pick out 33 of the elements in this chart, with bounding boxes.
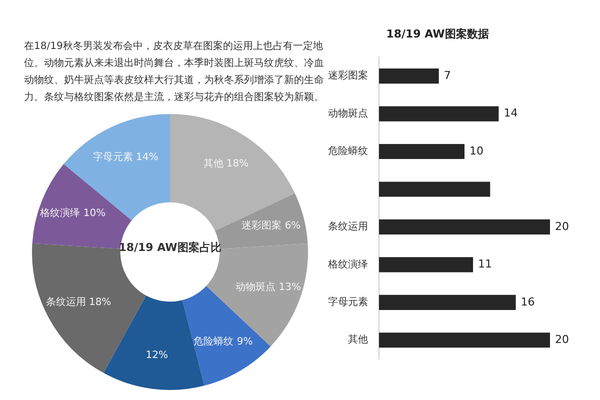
- data-label: 7: [444, 68, 451, 82]
- slice-label: 迷彩图案 6%: [242, 220, 301, 232]
- slice-label: 条纹运用 18%: [46, 296, 112, 308]
- bar: [379, 106, 499, 122]
- bar: [379, 332, 550, 348]
- slice-label: 动物斑点 13%: [236, 280, 301, 293]
- data-label: 10: [470, 144, 484, 158]
- data-label: 12%: [146, 350, 168, 362]
- slice-label: 格纹演绎 10%: [39, 207, 106, 220]
- slice-label: 字母元素 14%: [92, 151, 158, 164]
- bar: [379, 294, 516, 310]
- bar: [379, 257, 474, 272]
- text: 在18/19秋冬男装发布会中，皮衣皮草在图案的运用上也占有一定地位。动物元素从来未退出时尚舞台，本季时装图上斑马纹虎纹、冷血动物纹、奶牛斑点等表皮纹样大行其道，为秋冬系列增添了新的生命力。条纹与格纹图案依然是主流，迷彩与花卉的组合图案较为新颖。: [24, 40, 324, 105]
- slice-label: 危险蟒纹 9%: [194, 335, 253, 348]
- data-label: 14: [504, 106, 518, 120]
- data-label: 11: [478, 258, 492, 271]
- y-tick-label: 危险蟒纹: [328, 145, 368, 158]
- bar: [379, 68, 439, 84]
- y-tick-label: 条纹运用: [328, 220, 368, 233]
- bar: [379, 144, 464, 160]
- slice-label: 其他 18%: [203, 157, 249, 170]
- data-label: 20: [555, 220, 569, 233]
- bar: [379, 219, 550, 235]
- bar: [379, 182, 490, 197]
- y-tick-label: 格纹演绎: [327, 258, 368, 270]
- y-tick-label: 动物斑点: [328, 107, 368, 120]
- y-tick-label: 字母元素: [328, 296, 368, 308]
- y-tick-label: 迷彩图案: [328, 70, 368, 82]
- chart-title: 18/19 AW图案数据: [386, 27, 489, 40]
- data-label: 16: [520, 295, 535, 308]
- text: 18/19 AW图案占比: [118, 240, 222, 254]
- data-label: 20: [555, 332, 569, 346]
- y-tick-label: 其他: [348, 334, 368, 346]
